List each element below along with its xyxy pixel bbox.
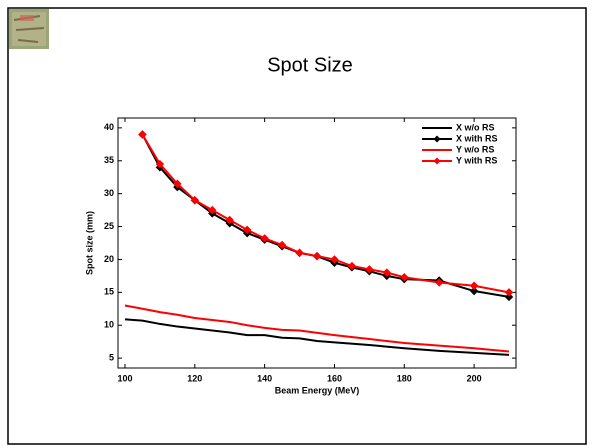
marker	[400, 273, 409, 282]
marker	[469, 286, 479, 296]
y-tick-label: 10	[104, 320, 114, 330]
marker	[242, 225, 252, 235]
y-tick-label: 5	[109, 353, 114, 363]
series-line	[124, 304, 510, 353]
legend-label: X with RS	[456, 133, 498, 143]
x-tick-label: 120	[187, 373, 202, 383]
x-tick-label: 160	[327, 373, 342, 383]
x-tick-label: 100	[117, 373, 132, 383]
marker	[434, 278, 444, 287]
chart-title: Spot Size	[267, 54, 353, 76]
y-axis-label: Spot size (mm)	[84, 211, 94, 275]
legend-marker	[433, 157, 441, 165]
slide-frame	[7, 7, 587, 445]
marker	[225, 215, 234, 225]
logo	[9, 9, 49, 49]
y-tick-label: 20	[104, 254, 114, 264]
marker	[382, 268, 392, 277]
marker	[173, 179, 182, 188]
legend-label: Y w/o RS	[456, 144, 494, 154]
series-line	[124, 318, 510, 356]
legend-label: X w/o RS	[456, 122, 495, 132]
marker	[504, 288, 514, 297]
y-tick-label: 15	[104, 287, 114, 297]
y-tick-label: 40	[104, 122, 114, 132]
legend-marker	[433, 135, 441, 143]
x-axis-label: Beam Energy (MeV)	[275, 385, 360, 395]
legend-label: Y with RS	[456, 155, 497, 165]
marker	[138, 130, 147, 139]
marker	[190, 196, 200, 205]
y-tick-label: 30	[104, 188, 114, 198]
x-tick-label: 140	[257, 373, 272, 383]
marker	[469, 281, 479, 290]
marker	[504, 292, 514, 302]
marker	[295, 248, 304, 258]
y-tick-label: 25	[104, 221, 114, 231]
marker	[330, 255, 339, 264]
marker	[260, 234, 269, 243]
marker	[155, 159, 165, 169]
marker	[208, 205, 217, 215]
marker	[312, 251, 322, 261]
x-tick-label: 180	[397, 373, 412, 383]
y-tick-label: 35	[104, 155, 114, 165]
marker	[277, 240, 287, 250]
marker	[347, 261, 357, 271]
marker	[365, 265, 374, 274]
x-tick-label: 200	[467, 373, 482, 383]
plot-area	[117, 117, 517, 369]
